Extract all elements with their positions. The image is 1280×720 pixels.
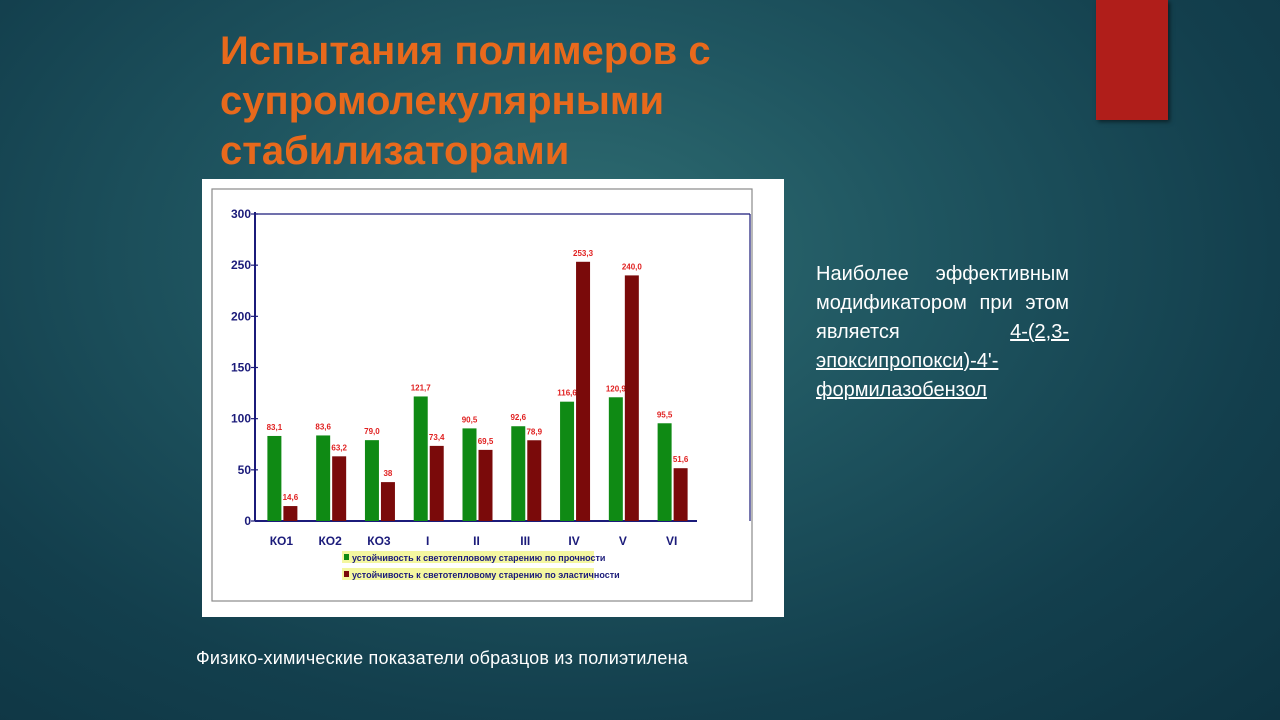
legend-swatch (344, 571, 349, 577)
bar-strength (657, 423, 672, 521)
x-tick-label: КО2 (318, 534, 342, 548)
y-tick-label: 50 (238, 463, 252, 477)
bar-elasticity (576, 261, 591, 521)
data-label: 69,5 (478, 437, 494, 446)
bar-elasticity (478, 449, 493, 521)
data-label: 95,5 (657, 410, 673, 419)
compound-name-link[interactable]: 4-(2,3-эпоксипропокси)-4'-формилазобензо… (816, 321, 1069, 401)
conclusion-main: Наиболее эффективным модификатором при э… (816, 263, 1069, 343)
legend-swatch (344, 554, 349, 560)
y-tick-label: 0 (244, 514, 251, 528)
data-label: 83,1 (267, 423, 283, 432)
x-tick-label: II (473, 534, 480, 548)
bar-strength (364, 440, 379, 521)
y-tick-label: 200 (231, 309, 251, 323)
slide-title: Испытания полимеров с супромолекулярными… (220, 29, 711, 173)
bar-strength (511, 426, 526, 521)
legend-label: устойчивость к светотепловому старению п… (352, 553, 605, 563)
bar-elasticity (332, 456, 347, 521)
x-tick-label: КО1 (270, 534, 294, 548)
chart-panel: 0 50 100 150 200 250 300 83,1 14,6 КО1 83,6 63,2 КО2… (202, 179, 784, 617)
bar-strength (316, 435, 331, 521)
chart-outer-frame (211, 188, 753, 602)
bar-strength (267, 435, 282, 521)
data-label: 92,6 (510, 413, 526, 422)
y-tick-label: 150 (231, 361, 251, 375)
legend-highlight (342, 551, 594, 563)
bar-strength (413, 396, 428, 521)
bar-elasticity (429, 445, 444, 521)
bar-elasticity (527, 440, 542, 521)
y-tick-label: 250 (231, 258, 251, 272)
bar-elasticity (283, 506, 298, 521)
bar-chart: 0 50 100 150 200 250 300 83,1 14,6 КО1 83,6 63,2 КО2… (211, 188, 753, 602)
bar-strength (462, 428, 477, 521)
data-label: 120,9 (606, 384, 627, 393)
data-label: 83,6 (315, 422, 331, 431)
data-label: 38 (383, 469, 392, 478)
data-label: 79,0 (364, 427, 380, 436)
legend-label: устойчивость к светотепловому старению п… (352, 570, 620, 580)
bar-strength (608, 397, 623, 521)
data-label: 240,0 (622, 262, 643, 271)
conclusion-text: Наиболее эффективным модификатором при э… (816, 260, 1069, 405)
data-label: 14,6 (283, 493, 299, 502)
data-label: 116,6 (557, 389, 577, 398)
data-label: 78,9 (526, 427, 542, 436)
y-tick-label: 300 (231, 207, 251, 221)
chart-caption: Физико-химические показатели образцов из… (196, 648, 688, 668)
legend-highlight (342, 568, 594, 580)
bar-strength (560, 401, 575, 521)
y-tick-label: 100 (231, 412, 251, 426)
data-label: 51,6 (673, 455, 689, 464)
data-label: 63,2 (331, 443, 347, 452)
bar-elasticity (624, 275, 639, 521)
x-tick-label: III (520, 534, 530, 548)
accent-block (1096, 0, 1168, 120)
bar-elasticity (380, 482, 395, 521)
x-tick-label: I (426, 534, 429, 548)
data-label: 253,3 (573, 249, 594, 258)
data-label: 90,5 (462, 415, 478, 424)
x-tick-label: IV (568, 534, 579, 548)
data-label: 121,7 (411, 383, 432, 392)
x-tick-label: VI (666, 534, 677, 548)
data-label: 73,4 (429, 433, 445, 442)
x-tick-label: V (619, 534, 627, 548)
x-tick-label: КО3 (367, 534, 391, 548)
bar-elasticity (673, 468, 688, 521)
